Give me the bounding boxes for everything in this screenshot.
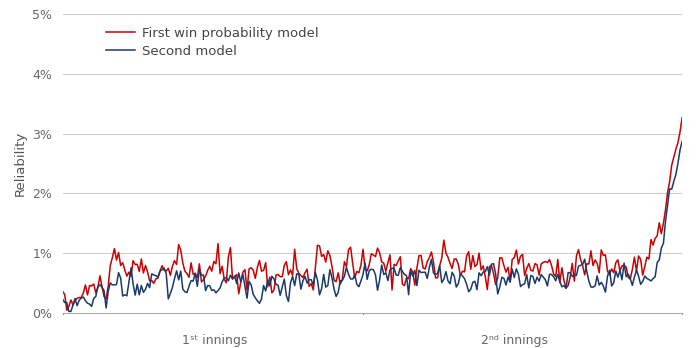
Text: 2ⁿᵈ innings: 2ⁿᵈ innings [482, 334, 548, 347]
Legend: First win probability model, Second model: First win probability model, Second mode… [106, 26, 319, 58]
Line: First win probability model: First win probability model [63, 118, 682, 310]
Y-axis label: Reliability: Reliability [14, 131, 26, 196]
First win probability model [440, 238, 448, 242]
Second model [65, 309, 73, 314]
First win probability model [61, 293, 69, 297]
Text: 1ˢᵗ innings: 1ˢᵗ innings [182, 334, 247, 347]
Second model [427, 257, 436, 261]
Second model [440, 277, 448, 281]
First win probability model [622, 265, 631, 269]
Second model [58, 297, 67, 301]
First win probability model [427, 250, 436, 254]
First win probability model [63, 308, 71, 312]
First win probability model [583, 262, 591, 266]
Second model [429, 271, 438, 275]
Line: Second model: Second model [63, 141, 682, 311]
Second model [583, 269, 591, 274]
First win probability model [58, 289, 67, 293]
Second model [678, 139, 686, 143]
First win probability model [678, 116, 686, 120]
First win probability model [429, 260, 438, 264]
Second model [622, 275, 631, 279]
Second model [61, 300, 69, 304]
